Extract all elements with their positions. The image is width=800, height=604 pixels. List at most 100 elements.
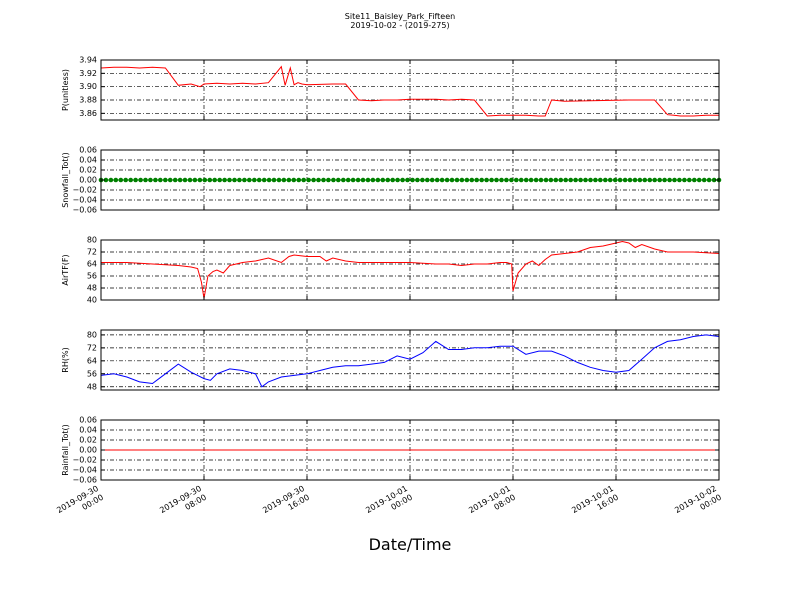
series-point (375, 177, 381, 183)
series-point (687, 177, 692, 183)
series-point (573, 177, 578, 183)
series-point (276, 177, 282, 183)
figure-title-line1: Site11_Baisley_Park_Fifteen (345, 12, 455, 21)
series-point (266, 177, 272, 183)
series-point (533, 177, 539, 183)
series-point (637, 177, 643, 183)
series-point (429, 177, 435, 183)
series-point (494, 177, 499, 183)
y-tick-label: 40 (87, 296, 97, 305)
y-tick-label: 3.92 (79, 69, 97, 78)
y-tick-label: 0.06 (79, 146, 97, 155)
series-point (177, 177, 183, 183)
series-point (543, 177, 549, 183)
series-point (696, 177, 702, 183)
y-tick-label: −0.06 (72, 476, 97, 485)
series-point (405, 177, 410, 183)
series-point (425, 177, 430, 183)
series-point (370, 177, 376, 183)
series-point (548, 177, 554, 183)
series-point (202, 177, 208, 183)
series-point (256, 177, 262, 183)
y-tick-label: −0.06 (72, 206, 97, 215)
y-tick-label: 72 (87, 343, 97, 352)
series-point (316, 177, 321, 183)
panel-5: 0.060.040.020.00−0.02−0.04−0.06Rainfall_… (61, 416, 720, 485)
series-point (242, 177, 247, 183)
series-point (128, 177, 133, 183)
series-point (123, 177, 128, 183)
series-line-3-1 (101, 240, 720, 299)
y-tick-label: −0.02 (72, 186, 97, 195)
series-point (143, 177, 148, 183)
series-line-1-1 (100, 65, 719, 117)
y-tick-label: 3.88 (79, 96, 97, 105)
series-point (528, 177, 534, 183)
series-point (667, 177, 672, 183)
series-point (439, 177, 445, 183)
series-point (247, 177, 252, 183)
series-point (158, 177, 163, 183)
series-point (103, 177, 109, 183)
y-axis-label: P(unitless) (61, 69, 70, 111)
series-point (350, 177, 356, 183)
figure-title-line2: 2019-10-02 - (2019-275) (350, 21, 449, 30)
series-point (479, 177, 485, 183)
y-tick-label: 0.02 (79, 436, 97, 445)
series-point (568, 177, 573, 183)
series-point (607, 177, 613, 183)
series-point (261, 177, 267, 183)
series-point (583, 177, 588, 183)
series-point (617, 177, 623, 183)
series-point (118, 177, 124, 183)
series-point (148, 177, 153, 183)
series-point (415, 177, 420, 183)
series-point (711, 177, 717, 183)
series-point (588, 177, 593, 183)
series-point (237, 177, 242, 183)
y-tick-label: 48 (87, 284, 97, 293)
y-tick-label: −0.02 (72, 456, 97, 465)
series-point (523, 177, 529, 183)
series-point (271, 177, 277, 183)
series-point (395, 177, 400, 183)
x-tick-label: 2019-10-0100:00 (364, 484, 414, 524)
series-point (336, 177, 341, 183)
series-point (464, 177, 470, 183)
y-axis-label: AirTF(F) (61, 254, 70, 285)
y-tick-label: 0.06 (79, 416, 97, 425)
x-tick-label: 2019-10-0116:00 (570, 484, 620, 524)
x-tick-label: 2019-09-3008:00 (158, 484, 208, 524)
series-point (331, 177, 336, 183)
series-point (692, 177, 697, 183)
series-point (232, 177, 237, 183)
series-point (187, 177, 193, 183)
series-point (632, 177, 638, 183)
series-point (192, 177, 198, 183)
series-point (499, 177, 504, 183)
series-point (212, 177, 217, 183)
series-point (311, 177, 316, 183)
y-tick-label: 0.02 (79, 166, 97, 175)
series-point (627, 177, 633, 183)
x-tick-label: 2019-09-3000:00 (55, 484, 105, 524)
series-point (434, 177, 440, 183)
series-point (163, 177, 168, 183)
series-point (484, 177, 489, 183)
series-point (622, 177, 628, 183)
series-point (113, 177, 119, 183)
y-tick-label: 64 (87, 260, 97, 269)
panel-3: 80 72 64 56 48 40 AirTF(F) (61, 236, 720, 305)
series-point (133, 177, 138, 183)
series-point (291, 177, 297, 183)
series-point (355, 177, 361, 183)
series-point (182, 177, 188, 183)
y-tick-label: 3.94 (79, 56, 97, 65)
series-point (153, 177, 158, 183)
series-point (207, 177, 213, 183)
series-point (252, 177, 257, 183)
series-point (222, 177, 227, 183)
series-point (469, 177, 475, 183)
y-tick-label: 3.86 (79, 109, 97, 118)
